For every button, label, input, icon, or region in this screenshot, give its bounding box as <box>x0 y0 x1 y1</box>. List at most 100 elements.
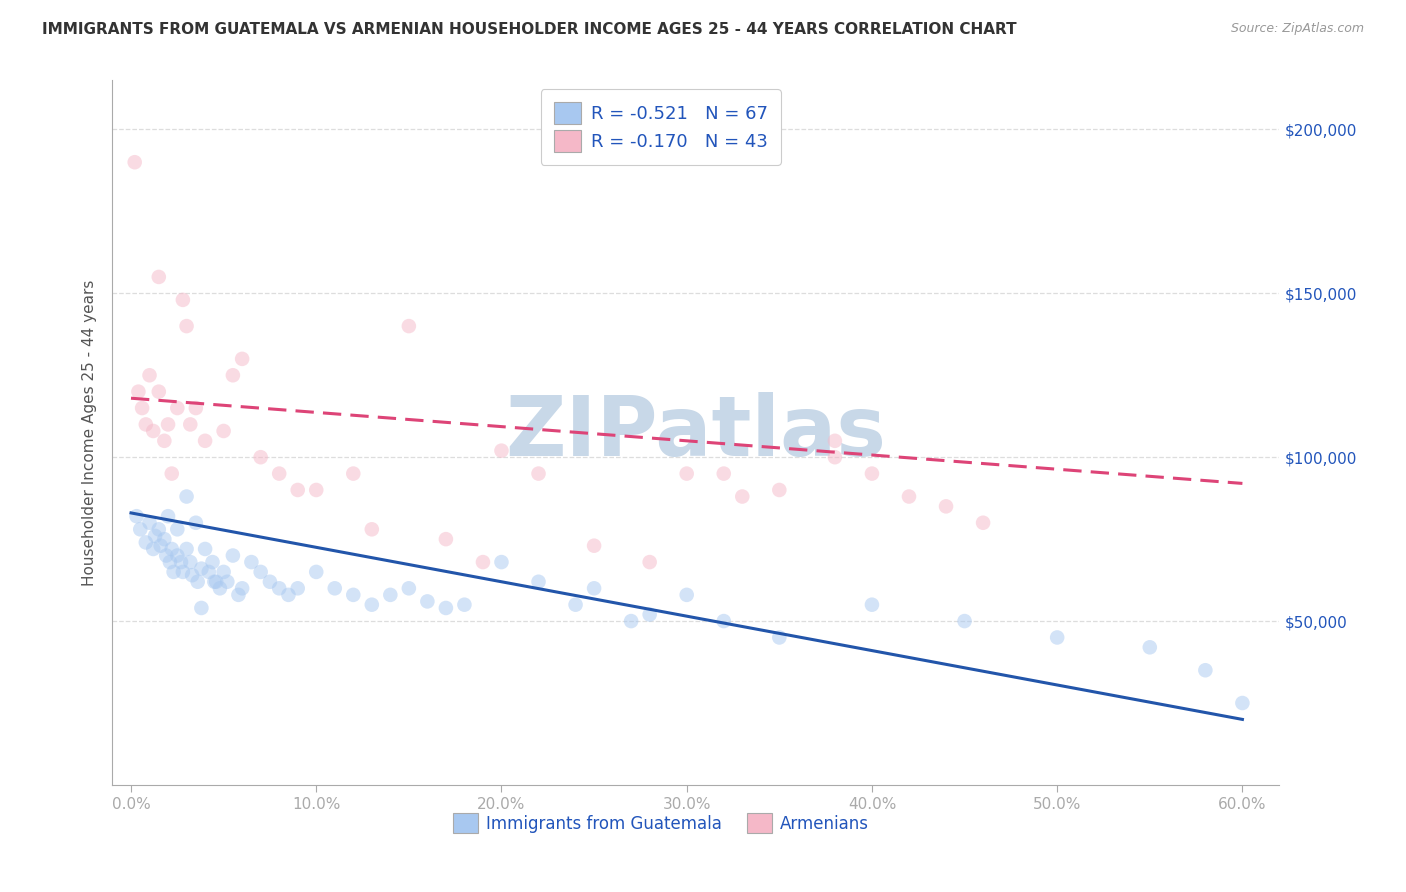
Point <box>287 582 309 596</box>
Point <box>138 516 160 530</box>
Point <box>824 450 846 465</box>
Point <box>222 549 245 563</box>
Text: Source: ZipAtlas.com: Source: ZipAtlas.com <box>1230 22 1364 36</box>
Point <box>860 598 883 612</box>
Point <box>305 483 328 497</box>
Point <box>342 588 364 602</box>
Point <box>249 450 271 465</box>
Point <box>953 614 976 628</box>
Point <box>217 574 239 589</box>
Point <box>125 509 148 524</box>
Y-axis label: Householder Income Ages 25 - 44 years: Householder Income Ages 25 - 44 years <box>82 279 97 586</box>
Point <box>620 614 643 628</box>
Point <box>135 417 157 432</box>
Point <box>148 522 170 536</box>
Point <box>638 555 661 569</box>
Point <box>205 574 228 589</box>
Point <box>564 598 586 612</box>
Point <box>187 574 209 589</box>
Point <box>143 529 166 543</box>
Point <box>170 555 193 569</box>
Point <box>176 490 198 504</box>
Point <box>342 467 364 481</box>
Point <box>972 516 994 530</box>
Point <box>166 522 188 536</box>
Point <box>416 594 439 608</box>
Point <box>1194 663 1216 677</box>
Point <box>135 535 157 549</box>
Point <box>124 155 146 169</box>
Point <box>148 384 170 399</box>
Point <box>731 490 754 504</box>
Point <box>142 424 165 438</box>
Point <box>157 417 180 432</box>
Point <box>713 614 735 628</box>
Point <box>360 522 382 536</box>
Point <box>259 574 281 589</box>
Point <box>208 582 231 596</box>
Point <box>398 319 420 334</box>
Point <box>675 588 697 602</box>
Point <box>231 351 253 366</box>
Point <box>491 443 513 458</box>
Point <box>155 549 177 563</box>
Point <box>471 555 494 569</box>
Point <box>1046 631 1069 645</box>
Point <box>176 319 198 334</box>
Point <box>305 565 328 579</box>
Point <box>231 582 253 596</box>
Point <box>190 601 212 615</box>
Point <box>160 541 183 556</box>
Point <box>360 598 382 612</box>
Point <box>583 539 606 553</box>
Point <box>212 424 235 438</box>
Point <box>181 568 204 582</box>
Point <box>240 555 263 569</box>
Point <box>153 532 176 546</box>
Point <box>212 565 235 579</box>
Legend: Immigrants from Guatemala, Armenians: Immigrants from Guatemala, Armenians <box>446 806 876 840</box>
Point <box>138 368 160 383</box>
Point <box>453 598 475 612</box>
Point <box>277 588 299 602</box>
Point <box>898 490 921 504</box>
Point <box>153 434 176 448</box>
Point <box>166 549 188 563</box>
Point <box>269 467 291 481</box>
Point <box>380 588 402 602</box>
Point <box>190 561 212 575</box>
Point <box>935 500 957 514</box>
Point <box>434 601 457 615</box>
Point <box>157 509 180 524</box>
Point <box>768 631 790 645</box>
Point <box>768 483 790 497</box>
Point <box>198 565 221 579</box>
Point <box>129 522 152 536</box>
Point <box>127 384 149 399</box>
Point <box>228 588 250 602</box>
Point <box>176 541 198 556</box>
Text: ZIPatlas: ZIPatlas <box>506 392 886 473</box>
Point <box>222 368 245 383</box>
Point <box>527 574 550 589</box>
Point <box>287 483 309 497</box>
Point <box>527 467 550 481</box>
Point <box>162 565 184 579</box>
Point <box>638 607 661 622</box>
Point <box>142 541 165 556</box>
Point <box>583 582 606 596</box>
Point <box>398 582 420 596</box>
Point <box>675 467 697 481</box>
Point <box>172 565 194 579</box>
Point <box>148 269 170 284</box>
Point <box>131 401 153 415</box>
Point <box>179 555 201 569</box>
Point <box>201 555 224 569</box>
Point <box>1139 640 1161 655</box>
Text: IMMIGRANTS FROM GUATEMALA VS ARMENIAN HOUSEHOLDER INCOME AGES 25 - 44 YEARS CORR: IMMIGRANTS FROM GUATEMALA VS ARMENIAN HO… <box>42 22 1017 37</box>
Point <box>194 434 217 448</box>
Point <box>194 541 217 556</box>
Point <box>184 516 207 530</box>
Point <box>166 401 188 415</box>
Point <box>159 555 181 569</box>
